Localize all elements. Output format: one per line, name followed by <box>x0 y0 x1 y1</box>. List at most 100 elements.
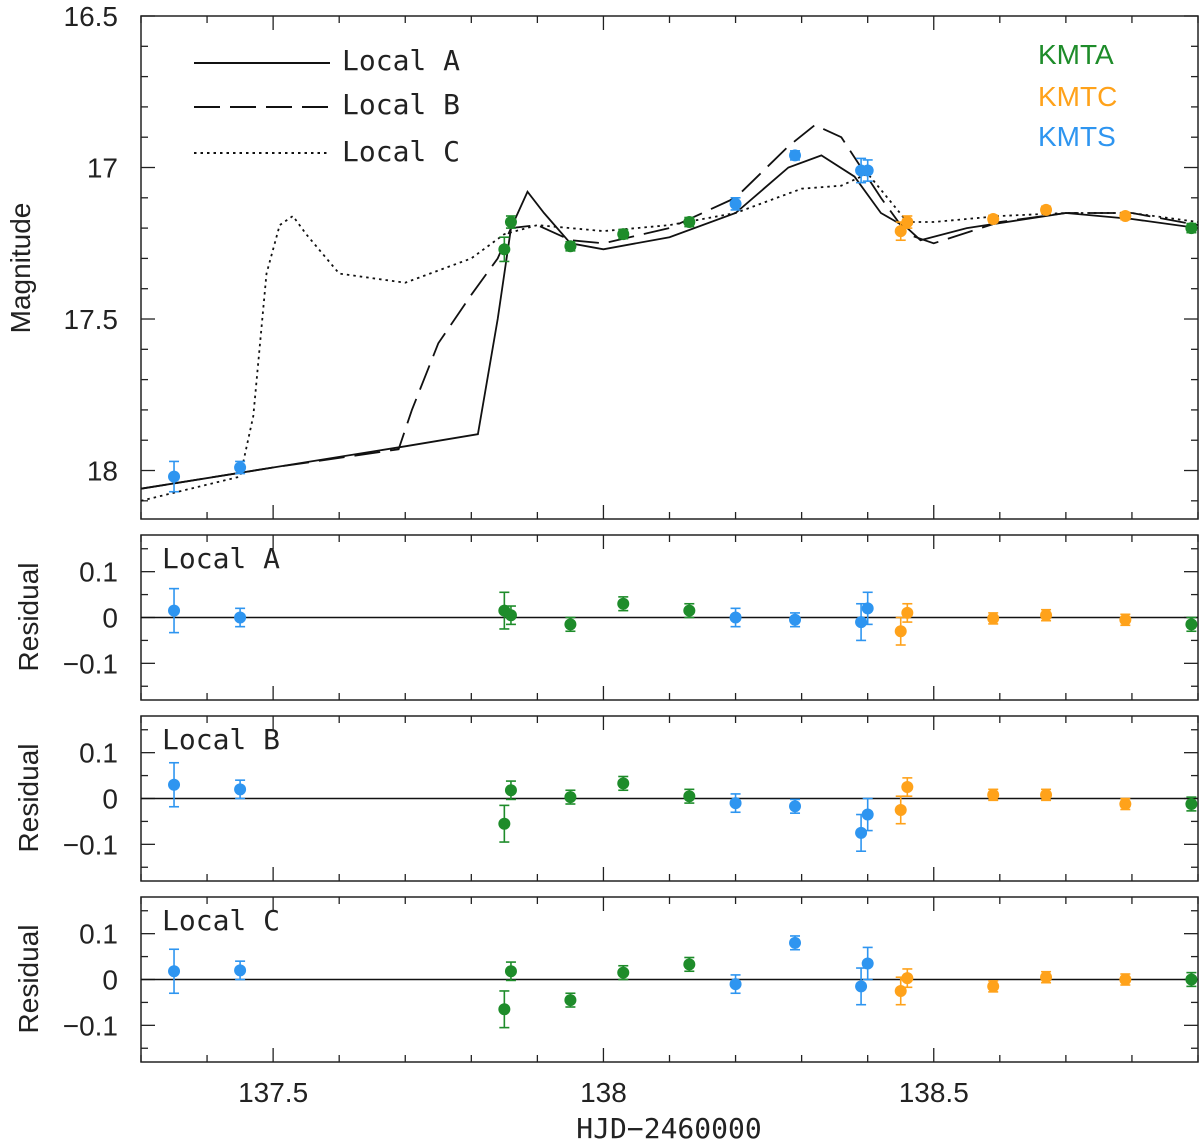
main-axis-ticks: 16.5 17 17.5 18 <box>64 1 1199 519</box>
residual-panel-local-c: 0.1 0 −0.1 Local C Residual <box>13 896 1199 1063</box>
x-tick-label: 137.5 <box>238 1077 308 1108</box>
residual-point-kmtc <box>987 612 1000 625</box>
x-axis-tick-labels: 137.5 138 138.5 <box>238 1077 969 1108</box>
residual-y-tick-label: −0.1 <box>63 648 118 679</box>
residual-point-kmta <box>1185 618 1198 631</box>
data-point-kmta <box>504 216 517 229</box>
data-point-kmta <box>564 240 577 253</box>
residual-point-kmtc <box>901 972 914 985</box>
residual-point-kmts <box>861 602 874 615</box>
residual-point-kmta <box>617 966 630 979</box>
data-point-kmtc <box>987 213 1000 226</box>
residual-y-tick-label: −0.1 <box>63 829 118 860</box>
residual-panel-local-b: 0.1 0 −0.1 Local B Residual <box>13 715 1199 882</box>
residual-point-kmts <box>861 957 874 970</box>
residual-point-kmts <box>234 783 247 796</box>
residual-point-kmta <box>504 609 517 622</box>
y-tick-label: 17 <box>87 153 118 184</box>
observatory-label-kmts: KMTS <box>1038 121 1116 152</box>
y-tick-label: 16.5 <box>64 1 119 32</box>
residual-y-tick-label: 0 <box>102 603 118 634</box>
residual-point-kmta <box>1185 973 1198 986</box>
residual-point-kmta <box>617 777 630 790</box>
residual-content-local-a: 0.1 0 −0.1 <box>63 535 1199 700</box>
y-tick-label: 18 <box>87 456 118 487</box>
x-axis-title: HJD−2460000 <box>576 1112 761 1143</box>
legend-label-local-b: Local B <box>342 88 460 121</box>
residual-point-kmts <box>729 978 742 991</box>
residual-point-kmts <box>861 808 874 821</box>
data-point-kmts <box>861 164 874 177</box>
residual-point-kmta <box>504 784 517 797</box>
data-point-kmtc <box>1119 209 1132 222</box>
observatory-label-kmta: KMTA <box>1038 39 1114 70</box>
residual-y-tick-label: 0 <box>102 965 118 996</box>
residual-point-kmta <box>498 1003 511 1016</box>
residual-y-title-local-b: Residual <box>13 744 44 853</box>
residual-point-kmta <box>564 994 577 1007</box>
residual-point-kmts <box>855 616 868 629</box>
residual-point-kmts <box>168 965 181 978</box>
model-legend: Local A Local B Local C <box>194 44 460 168</box>
residual-content-local-b: 0.1 0 −0.1 <box>63 716 1199 881</box>
legend-label-local-a: Local A <box>342 44 460 77</box>
residual-point-kmta <box>564 618 577 631</box>
residual-point-kmtc <box>1040 788 1053 801</box>
residual-panel-label-local-b: Local B <box>162 723 280 756</box>
residual-point-kmtc <box>894 625 907 638</box>
model-curve-local-c <box>140 172 1199 502</box>
residual-point-kmtc <box>987 788 1000 801</box>
main-panel: 16.5 17 17.5 18 Magnitude Local A Local B L… <box>5 1 1199 520</box>
data-point-kmts <box>234 461 247 474</box>
data-point-kmta <box>683 216 696 229</box>
residual-y-tick-label: −0.1 <box>63 1010 118 1041</box>
x-tick-label: 138.5 <box>899 1077 969 1108</box>
residual-y-tick-label: 0.1 <box>79 557 118 588</box>
residual-point-kmts <box>789 936 802 949</box>
legend-label-local-c: Local C <box>342 135 460 168</box>
data-point-kmts <box>729 197 742 210</box>
residual-y-tick-label: 0.1 <box>79 919 118 950</box>
residual-panel-label-local-a: Local A <box>162 542 280 575</box>
residual-point-kmts <box>789 613 802 626</box>
residual-point-kmtc <box>1119 973 1132 986</box>
residual-point-kmts <box>789 800 802 813</box>
observation-points <box>168 149 1198 493</box>
data-point-kmta <box>617 228 630 241</box>
data-point-kmts <box>789 149 802 162</box>
x-tick-label: 138 <box>580 1077 627 1108</box>
residual-y-title-local-a: Residual <box>13 563 44 672</box>
residual-point-kmtc <box>1040 971 1053 984</box>
residual-point-kmts <box>234 611 247 624</box>
data-point-kmts <box>168 470 181 483</box>
residual-point-kmta <box>683 790 696 803</box>
residual-y-tick-label: 0 <box>102 784 118 815</box>
model-curve-local-a <box>140 154 1199 490</box>
residual-point-kmtc <box>894 803 907 816</box>
observatory-label-kmtc: KMTC <box>1038 81 1117 112</box>
data-point-kmta <box>1185 222 1198 235</box>
residual-point-kmts <box>729 797 742 810</box>
residual-point-kmta <box>683 958 696 971</box>
residual-point-kmtc <box>1119 613 1132 626</box>
residual-point-kmts <box>168 778 181 791</box>
residual-content-local-c: 0.1 0 −0.1 <box>63 897 1199 1062</box>
y-axis-title: Magnitude <box>5 203 36 334</box>
residual-point-kmta <box>617 597 630 610</box>
residual-y-tick-label: 0.1 <box>79 738 118 769</box>
model-curves <box>140 124 1199 502</box>
residual-point-kmts <box>234 964 247 977</box>
residual-point-kmts <box>855 980 868 993</box>
data-point-kmtc <box>901 216 914 229</box>
residual-point-kmta <box>564 791 577 804</box>
residual-point-kmtc <box>901 606 914 619</box>
residual-point-kmta <box>1185 798 1198 810</box>
data-point-kmta <box>498 243 511 256</box>
residual-panel-local-a: 0.1 0 −0.1 Local A Residual <box>13 534 1199 701</box>
data-point-kmtc <box>1040 203 1053 216</box>
residual-point-kmts <box>729 611 742 624</box>
residual-point-kmtc <box>1119 798 1132 810</box>
residual-panel-label-local-c: Local C <box>162 904 280 937</box>
residual-point-kmtc <box>1040 609 1053 622</box>
